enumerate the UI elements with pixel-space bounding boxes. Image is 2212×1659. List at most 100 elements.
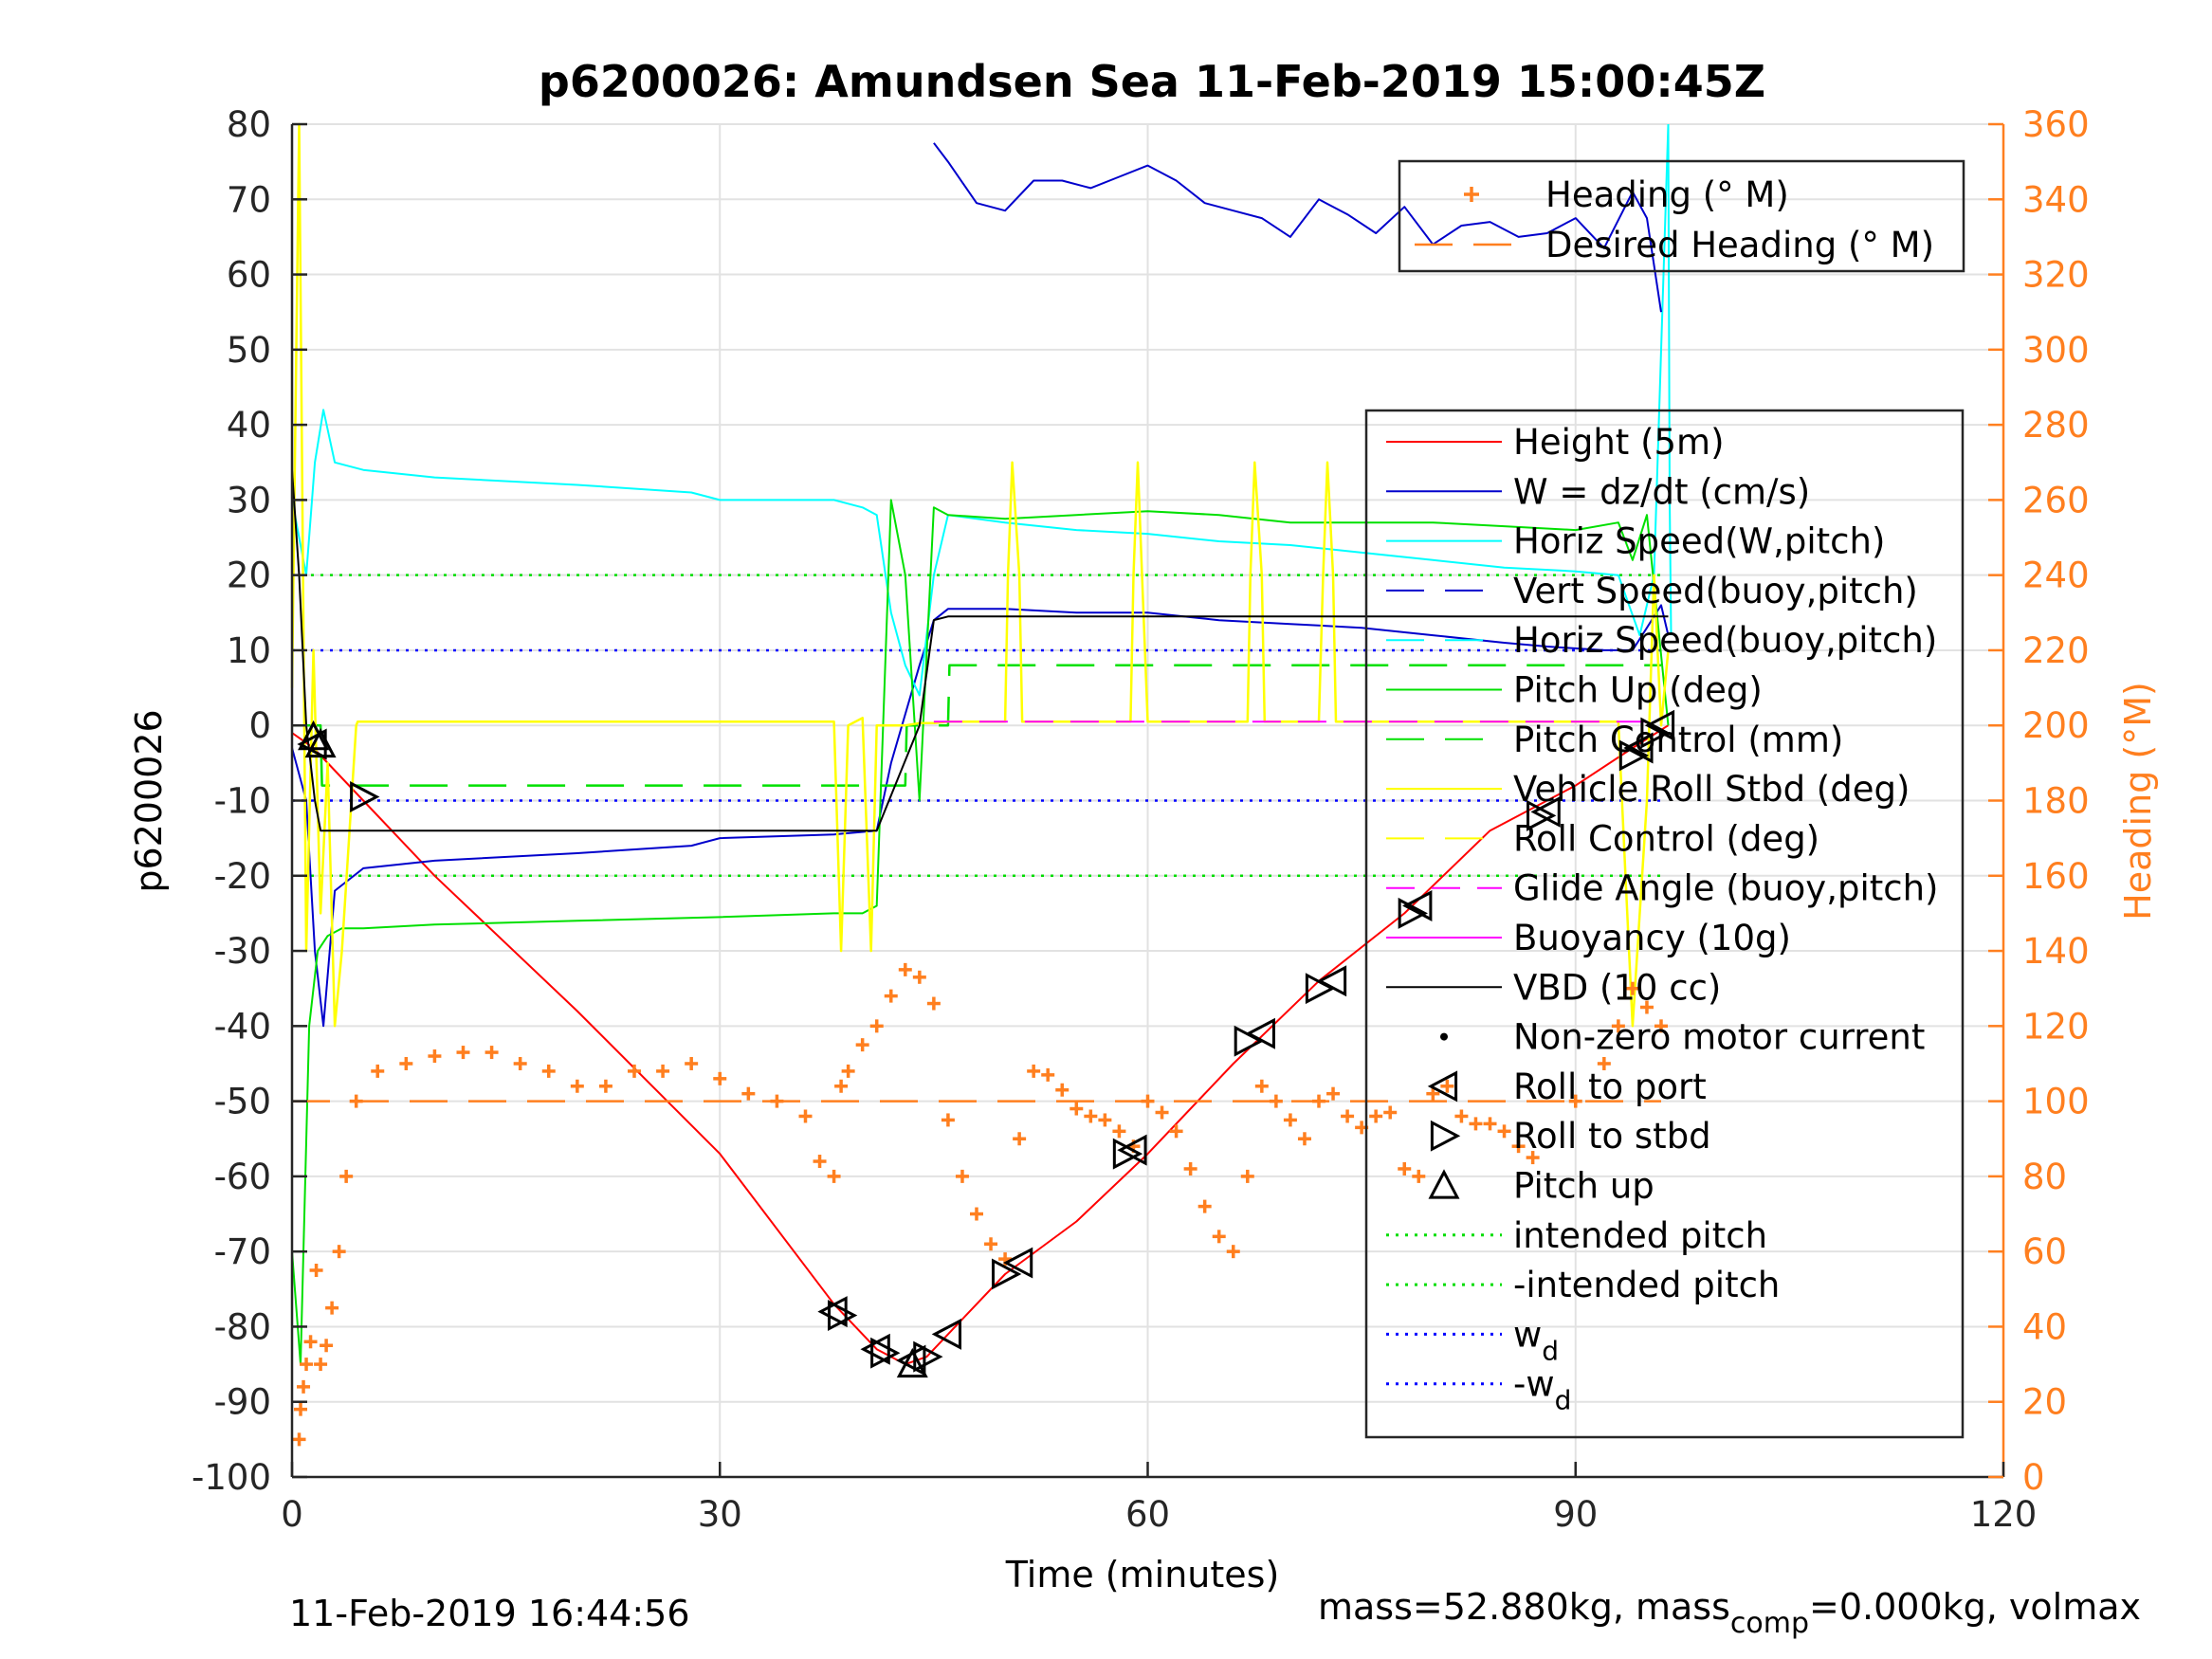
legend-entry: W = dz/dt (cm/s)	[1513, 471, 1810, 512]
heading-point	[1412, 1169, 1426, 1183]
heading-point	[1297, 1132, 1311, 1146]
x-tick-label: 120	[1970, 1494, 2038, 1535]
heading-point	[300, 1358, 314, 1372]
heading-point	[1055, 1083, 1069, 1097]
heading-point	[713, 1071, 727, 1085]
x-tick-label: 90	[1553, 1494, 1598, 1535]
heading-point	[1283, 1113, 1297, 1127]
roll-to-port-marker	[1623, 732, 1654, 764]
roll-to-port-marker	[931, 1318, 962, 1350]
heading-point	[869, 1019, 884, 1033]
legend-entry: Pitch Control (mm)	[1513, 720, 1843, 760]
y2-tick-label: 160	[2022, 856, 2090, 897]
legend-entry: Desired Heading (° M)	[1545, 225, 1934, 265]
y-tick-label: 40	[227, 405, 271, 446]
heading-point	[1497, 1124, 1511, 1139]
heading-point	[1155, 1105, 1169, 1120]
y-tick-label: 70	[227, 179, 271, 220]
heading-point	[1013, 1132, 1027, 1146]
y-tick-label: 20	[227, 556, 271, 596]
heading-point	[1526, 1151, 1540, 1165]
reference-lines	[292, 574, 1661, 878]
y2-tick-label: 60	[2022, 1231, 2067, 1272]
legend-entry: Vehicle Roll Stbd (deg)	[1513, 769, 1910, 810]
x-tick-label: 60	[1125, 1494, 1170, 1535]
legend-entry: Horiz Speed(W,pitch)	[1513, 521, 1885, 562]
y2-tick-label: 100	[2022, 1082, 2090, 1122]
y-tick-label: -90	[214, 1382, 271, 1423]
heading-point	[1041, 1067, 1055, 1082]
footer-mass: mass=52.880kg, masscomp=0.000kg, volmax	[1318, 1586, 2141, 1640]
legend-swatch-marker	[1428, 1169, 1460, 1199]
legend-entry: intended pitch	[1513, 1215, 1767, 1256]
heading-point	[1511, 1139, 1526, 1154]
legend-entry: Vert Speed(buoy,pitch)	[1513, 571, 1918, 611]
heading-point	[294, 1402, 308, 1416]
y-tick-label: 50	[227, 330, 271, 371]
y-tick-label: -40	[214, 1006, 271, 1047]
roll-to-port-marker	[1002, 1247, 1033, 1279]
y-tick-label: 0	[248, 705, 271, 746]
legend-heading: Heading (° M) Desired Heading (° M)	[1398, 159, 1965, 273]
heading-point	[1597, 1056, 1611, 1070]
heading-point	[898, 962, 912, 976]
heading-point	[1027, 1064, 1041, 1078]
heading-point	[1426, 1086, 1440, 1101]
heading-point	[428, 1049, 442, 1064]
heading-point	[1568, 1094, 1582, 1108]
heading-point	[1483, 1117, 1497, 1131]
series-horiz-speed-w-pitch	[291, 123, 1670, 697]
y2-axis-label: Heading (°M)	[2117, 682, 2159, 921]
heading-point	[1197, 1199, 1212, 1213]
y-tick-label: 30	[227, 480, 271, 520]
series-height-5m	[291, 724, 1670, 1366]
roll-to-stbd-marker	[1234, 1025, 1265, 1057]
heading-point	[827, 1169, 841, 1183]
x-tick-label: 30	[698, 1494, 742, 1535]
series-vehicle-roll-stbd-deg	[290, 122, 1670, 1028]
heading-point	[1469, 1117, 1483, 1131]
series-w-dz-dt-cm-s	[291, 604, 1670, 1028]
heading-point	[325, 1301, 339, 1315]
legend-main-box	[1364, 409, 1965, 1439]
y-tick-label: -30	[214, 931, 271, 972]
y-axis-label: p6200026	[128, 709, 170, 892]
y-tick-label: -70	[214, 1231, 271, 1272]
heading-point	[1639, 1000, 1654, 1014]
heading-point	[1183, 1161, 1197, 1176]
heading-point	[685, 1056, 699, 1070]
heading-point	[339, 1169, 354, 1183]
legend-entry: -intended pitch	[1513, 1265, 1780, 1305]
y-tick-label: -50	[214, 1082, 271, 1122]
legend-entry: Non-zero motor current	[1513, 1017, 1925, 1058]
heading-point	[1069, 1102, 1084, 1116]
heading-point	[941, 1113, 955, 1127]
y-tick-label: -10	[214, 781, 271, 822]
y2-tick-label: 0	[2022, 1457, 2045, 1498]
heading-point	[1326, 1086, 1341, 1101]
heading-point	[314, 1358, 328, 1372]
heading-point	[1454, 1109, 1469, 1123]
series-vbd-10-cc	[291, 469, 1669, 832]
heading-point	[320, 1339, 334, 1353]
heading-point	[332, 1245, 346, 1259]
y2-tick-label: 240	[2022, 556, 2090, 596]
roll-to-stbd-marker	[1526, 799, 1557, 831]
heading-point	[1254, 1079, 1269, 1093]
heading-point	[513, 1056, 527, 1070]
heading-point	[1440, 1079, 1454, 1093]
heading-point	[1398, 1161, 1412, 1176]
roll-to-port-marker	[1402, 890, 1433, 921]
legend-heading-box	[1398, 159, 1965, 273]
y2-tick-label: 140	[2022, 931, 2090, 972]
heading-point	[926, 996, 941, 1011]
y-tick-label: -60	[214, 1157, 271, 1197]
heading-point	[1654, 1019, 1668, 1033]
roll-to-stbd-marker	[828, 1300, 858, 1332]
heading-point	[855, 1038, 869, 1052]
heading-point	[1169, 1124, 1183, 1139]
y2-tick-label: 300	[2022, 330, 2090, 371]
plot-markers	[297, 709, 1675, 1378]
heading-point	[292, 1432, 306, 1447]
